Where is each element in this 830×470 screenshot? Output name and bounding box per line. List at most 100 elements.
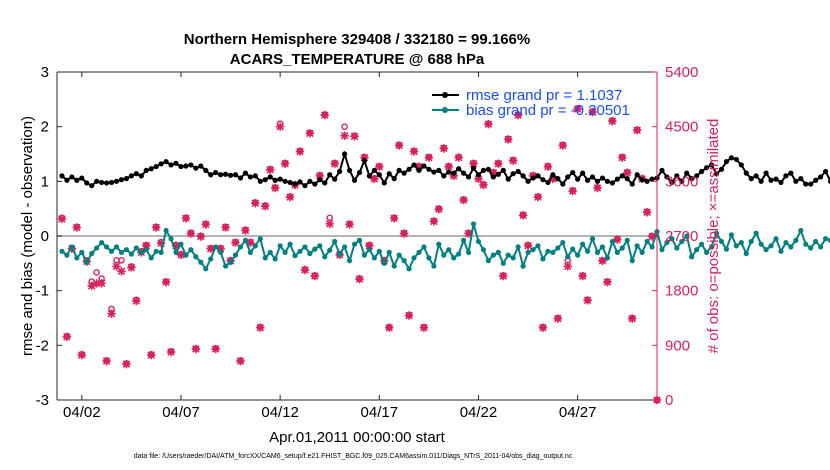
rmse-point — [441, 173, 447, 179]
obs-assimilated-marker — [399, 229, 409, 238]
rmse-point — [699, 168, 705, 175]
rmse-point — [103, 180, 110, 186]
bias-point — [639, 249, 645, 255]
obs-assimilated-marker — [538, 323, 548, 332]
rmse-point — [505, 176, 511, 182]
y-tick-label: 3 — [41, 64, 49, 81]
obs-assimilated-marker — [251, 199, 260, 208]
bias-point — [168, 236, 174, 242]
bias-point — [594, 249, 601, 255]
bias-point — [465, 249, 472, 255]
obs-assimilated-marker — [642, 208, 652, 217]
rmse-point — [485, 166, 492, 172]
obs-assimilated-marker — [568, 186, 577, 196]
data-series — [59, 150, 830, 272]
bias-point — [520, 263, 526, 269]
rmse-point — [163, 159, 169, 165]
chart-title: Northern Hemisphere 329408 / 332180 = 99… — [184, 31, 530, 48]
y-tick-label: 0 — [41, 228, 49, 245]
bias-point — [232, 252, 239, 258]
obs-assimilated-marker — [310, 271, 320, 281]
rmse-point — [679, 178, 685, 184]
bias-point — [614, 249, 620, 255]
bias-point — [505, 252, 511, 258]
rmse-point — [674, 173, 680, 179]
bias-point — [198, 259, 204, 265]
rmse-point — [713, 171, 720, 177]
rmse-point — [644, 178, 650, 184]
rmse-point — [138, 173, 144, 179]
obs-assimilated-marker — [508, 156, 518, 165]
bias-point — [604, 255, 611, 261]
legend-bias-label: bias grand pr = -0.20501 — [466, 102, 630, 119]
bias-point — [644, 238, 650, 245]
bias-point — [317, 243, 323, 249]
rmse-point — [589, 174, 596, 180]
rmse-point — [584, 177, 591, 183]
bias-point — [664, 239, 670, 246]
rmse-point — [803, 181, 809, 187]
rmse-point — [168, 162, 174, 168]
rmse-point — [193, 165, 199, 171]
obs-assimilated-marker — [404, 311, 414, 320]
tick-marks — [57, 71, 657, 401]
rmse-point — [694, 173, 700, 179]
rmse-point — [287, 179, 293, 186]
rmse-point — [689, 176, 695, 182]
bias-point — [99, 239, 105, 246]
bias-point — [272, 256, 278, 262]
obs-assimilated-marker — [523, 241, 533, 250]
obs-assimilated-marker — [147, 350, 156, 360]
obs-assimilated-marker — [186, 229, 196, 238]
rmse-point — [346, 167, 353, 173]
obs-assimilated-marker — [201, 220, 210, 229]
rmse-point — [580, 170, 586, 176]
obs-assimilated-marker — [241, 226, 250, 235]
obs-assimilated-marker — [632, 126, 642, 135]
bias-point — [431, 263, 437, 269]
bias-point — [242, 237, 249, 243]
rmse-point — [515, 168, 521, 175]
obs-assimilated-marker — [518, 211, 528, 220]
x-axis-label: Apr.01,2011 00:00:00 start — [269, 429, 446, 446]
rmse-point — [778, 179, 784, 186]
obs-assimilated-marker — [266, 165, 275, 174]
obs-assimilated-marker — [573, 104, 582, 114]
y-tick-label: 2 — [41, 119, 49, 136]
bias-point — [277, 243, 283, 249]
bias-point — [133, 245, 139, 251]
bias-point — [708, 244, 715, 250]
rmse-point — [545, 179, 551, 186]
rmse-point — [213, 169, 219, 176]
bias-point — [74, 255, 80, 261]
bias-point — [391, 263, 397, 269]
rmse-point — [69, 174, 75, 180]
obs-assimilated-marker — [543, 162, 553, 171]
bias-point — [213, 244, 219, 250]
obs-assimilated-marker — [603, 277, 612, 287]
bias-point — [436, 241, 442, 247]
rmse-point — [500, 167, 506, 173]
bias-point — [312, 246, 318, 252]
legend-rmse-marker — [442, 92, 448, 98]
rmse-point — [386, 171, 392, 177]
bias-point — [307, 250, 313, 257]
bias-point — [599, 244, 606, 250]
bias-point — [227, 259, 234, 265]
y2-tick-label: 5400 — [665, 64, 698, 81]
rmse-point — [242, 170, 249, 176]
rmse-point — [406, 166, 412, 172]
rmse-point — [381, 180, 387, 186]
bias-point — [619, 245, 625, 251]
bias-point — [118, 249, 125, 255]
obs-assimilated-marker — [231, 238, 240, 247]
obs-assimilated-marker — [385, 323, 394, 332]
obs-assimilated-marker — [181, 214, 191, 223]
rmse-point — [297, 179, 303, 185]
bias-point — [346, 258, 353, 264]
rmse-point — [594, 178, 601, 184]
rmse-point — [148, 166, 154, 172]
bias-point — [406, 266, 412, 272]
bias-point — [669, 236, 675, 242]
